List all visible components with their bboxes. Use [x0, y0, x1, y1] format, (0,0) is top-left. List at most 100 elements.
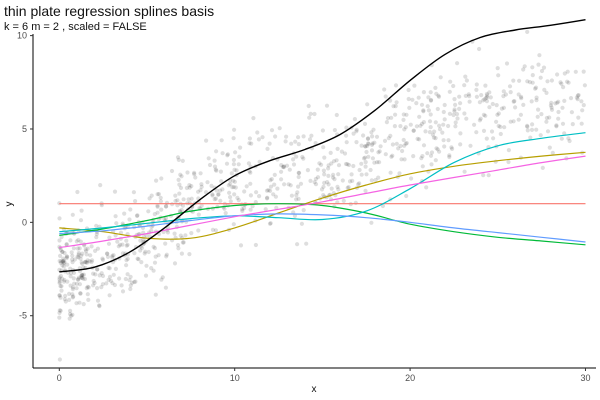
- scatter-point: [369, 178, 374, 183]
- scatter-point: [421, 109, 426, 114]
- scatter-point: [216, 192, 221, 197]
- scatter-point: [455, 61, 460, 66]
- scatter-point: [494, 103, 499, 108]
- scatter-point: [160, 275, 165, 280]
- scatter-point: [163, 216, 169, 221]
- scatter-point: [447, 89, 452, 94]
- scatter-point: [93, 272, 98, 277]
- scatter-point: [153, 292, 158, 297]
- scatter-point: [68, 274, 73, 279]
- scatter-point: [447, 154, 452, 160]
- scatter-point: [426, 108, 431, 113]
- scatter-point: [542, 87, 547, 92]
- scatter-point: [404, 112, 409, 117]
- scatter-point: [110, 281, 115, 286]
- scatter-point: [519, 96, 524, 101]
- scatter-point: [442, 102, 447, 108]
- scatter-point: [536, 107, 541, 112]
- scatter-point: [79, 253, 84, 258]
- scatter-point: [64, 242, 69, 247]
- scatter-point: [264, 188, 270, 193]
- scatter-point: [59, 259, 64, 264]
- scatter-point: [365, 143, 370, 148]
- scatter-point: [292, 213, 297, 218]
- scatter-point: [149, 228, 154, 233]
- scatter-point: [365, 136, 370, 141]
- scatter-point: [547, 145, 552, 150]
- scatter-point: [408, 122, 413, 127]
- scatter-point: [58, 308, 63, 313]
- scatter-point: [77, 246, 82, 251]
- scatter-point: [335, 184, 340, 189]
- scatter-point: [232, 167, 237, 172]
- scatter-point: [210, 193, 215, 198]
- scatter-point: [256, 137, 261, 142]
- scatter-point: [421, 143, 427, 148]
- scatter-point: [421, 90, 426, 95]
- scatter-point: [192, 172, 197, 177]
- scatter-point: [279, 169, 284, 174]
- scatter-point: [176, 177, 181, 182]
- scatter-point: [178, 172, 183, 177]
- scatter-point: [301, 134, 306, 139]
- scatter-point: [296, 196, 301, 201]
- scatter-point: [453, 120, 458, 125]
- scatter-point: [533, 85, 539, 90]
- scatter-point: [562, 98, 567, 103]
- scatter-point: [389, 154, 394, 159]
- scatter-point: [106, 277, 111, 282]
- scatter-point: [375, 160, 380, 165]
- scatter-point: [442, 144, 447, 149]
- scatter-point: [58, 273, 64, 279]
- scatter-point: [399, 157, 404, 162]
- scatter-point: [411, 128, 416, 133]
- scatter-point: [176, 157, 181, 162]
- scatter-point: [409, 176, 414, 181]
- scatter-point: [267, 221, 273, 226]
- scatter-point: [95, 267, 100, 272]
- scatter-point: [273, 134, 278, 139]
- scatter-point: [435, 106, 440, 112]
- scatter-points: [57, 29, 588, 362]
- scatter-point: [575, 93, 581, 98]
- scatter-point: [123, 276, 128, 282]
- scatter-point: [447, 111, 452, 116]
- scatter-point: [58, 295, 63, 300]
- scatter-point: [377, 160, 382, 165]
- scatter-point: [474, 82, 479, 87]
- scatter-point: [366, 154, 371, 159]
- scatter-point: [113, 214, 118, 219]
- scatter-point: [495, 112, 500, 117]
- scatter-point: [61, 258, 66, 263]
- scatter-point: [99, 285, 104, 290]
- scatter-point: [420, 154, 425, 159]
- scatter-point: [396, 146, 401, 151]
- scatter-point: [434, 146, 439, 151]
- scatter-point: [433, 85, 438, 90]
- scatter-point: [120, 251, 125, 256]
- scatter-point: [495, 66, 500, 71]
- scatter-point: [181, 197, 186, 202]
- scatter-point: [374, 134, 380, 139]
- scatter-point: [189, 231, 194, 236]
- scatter-point: [124, 263, 129, 268]
- scatter-point: [249, 141, 254, 146]
- y-axis-title: y: [4, 202, 15, 207]
- scatter-point: [268, 178, 273, 183]
- scatter-point: [556, 99, 561, 104]
- scatter-point: [525, 128, 530, 133]
- scatter-point: [404, 141, 409, 146]
- scatter-point: [382, 138, 388, 143]
- scatter-point: [84, 260, 89, 265]
- scatter-point: [430, 132, 435, 137]
- scatter-point: [517, 78, 522, 83]
- scatter-point: [326, 173, 331, 178]
- scatter-point: [466, 92, 471, 97]
- scatter-point: [451, 112, 456, 118]
- scatter-point: [533, 86, 538, 91]
- scatter-point: [156, 253, 161, 258]
- scatter-point: [536, 62, 541, 67]
- scatter-point: [319, 187, 325, 192]
- scatter-point: [301, 156, 306, 161]
- scatter-point: [60, 249, 65, 254]
